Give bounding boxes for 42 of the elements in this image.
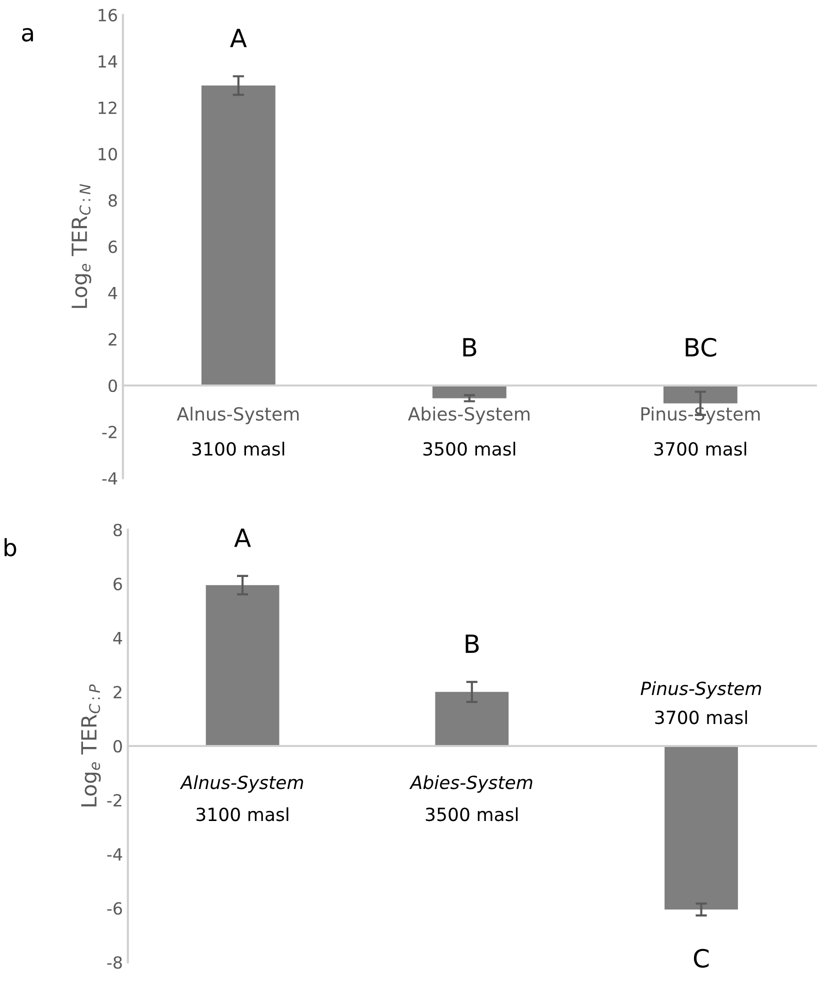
y-tick-label: 8 — [114, 524, 122, 536]
y-tick-label: 6 — [108, 240, 118, 254]
annotation: 3100 masl — [196, 807, 288, 822]
annotation: 3700 masl — [655, 710, 747, 724]
annotation: A — [234, 528, 251, 547]
annotation: 3500 masl — [423, 442, 516, 456]
chart-title: a — [22, 28, 33, 42]
y-tick-label: 0 — [114, 740, 122, 753]
y-tick-label: -4 — [102, 472, 118, 484]
annotation: 3500 masl — [426, 807, 518, 822]
y-axis-title: Log$_{e}$ TER$_{C:P}$ — [81, 684, 101, 806]
y-tick-label: 12 — [98, 101, 116, 114]
annotation: 3700 masl — [654, 442, 746, 456]
x-tick-label: Pinus-System — [641, 406, 760, 424]
chart-title: b — [4, 538, 16, 556]
annotation: BC — [686, 338, 716, 357]
y-tick-label: 10 — [98, 148, 117, 160]
y-tick-label: -4 — [107, 848, 122, 860]
x-tick-label: Alnus-System — [176, 406, 299, 424]
annotation: C — [694, 948, 709, 968]
annotation: B — [466, 634, 479, 653]
y-tick-label: -2 — [102, 426, 116, 438]
y-tick-label: 0 — [108, 379, 117, 392]
annotation: B — [463, 338, 476, 356]
y-tick-label: -2 — [107, 794, 122, 806]
y-tick-label: -8 — [107, 956, 122, 969]
y-tick-label: 16 — [98, 8, 118, 22]
y-tick-label: 6 — [114, 578, 122, 590]
x-tick-label: Abies-System — [408, 406, 530, 424]
y-tick-label: 8 — [108, 194, 117, 207]
y-tick-label: 4 — [113, 632, 122, 644]
annotation: A — [230, 28, 247, 48]
y-tick-label: 2 — [114, 686, 122, 698]
y-tick-label: -6 — [107, 902, 122, 915]
x-tick-label: Abies-System — [409, 775, 532, 793]
annotation: 3100 masl — [192, 442, 284, 456]
y-tick-label: 2 — [108, 333, 116, 346]
x-tick-label: Pinus-System — [640, 681, 762, 699]
y-tick-label: 14 — [98, 55, 118, 68]
y-axis-title: Log$_{e}$ TER$_{C:N}$ — [72, 184, 92, 308]
x-tick-label: Alnus-System — [180, 775, 304, 793]
y-tick-label: 4 — [108, 287, 118, 300]
